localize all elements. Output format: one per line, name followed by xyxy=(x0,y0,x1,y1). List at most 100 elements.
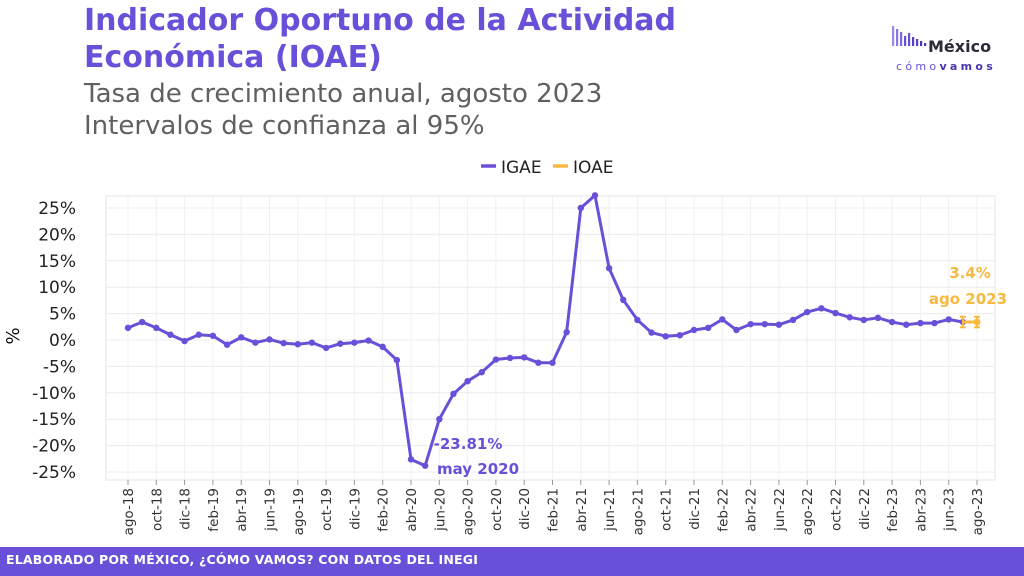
igae-data-point xyxy=(634,316,641,324)
x-tick-label: jun-21 xyxy=(602,488,618,532)
plot-area xyxy=(105,195,996,481)
series-group xyxy=(124,192,981,469)
y-tick-label: -15% xyxy=(32,410,76,430)
igae-data-point xyxy=(365,337,372,344)
igae-data-point xyxy=(733,326,740,334)
x-tick-label: abr-20 xyxy=(404,488,420,532)
igae-data-point xyxy=(266,336,273,343)
igae-series-line xyxy=(127,193,964,468)
y-tick-label: 10% xyxy=(38,278,76,298)
igae-data-point xyxy=(153,324,160,332)
x-tick-label: dic-18 xyxy=(178,488,194,530)
igae-data-point xyxy=(294,341,301,348)
chart-title-line2: Económica (IOAE) xyxy=(84,40,382,75)
igae-data-point xyxy=(337,340,344,347)
x-tick-label: ago-18 xyxy=(121,488,137,535)
y-tick-label: 20% xyxy=(38,225,76,245)
x-tick-label: oct-18 xyxy=(149,488,165,531)
igae-data-point xyxy=(351,339,358,346)
igae-data-point xyxy=(549,359,556,366)
igae-data-point xyxy=(181,337,188,345)
igae-data-point xyxy=(888,318,896,326)
igae-data-point xyxy=(704,324,712,332)
igae-data-point xyxy=(379,343,386,351)
x-tick-label: feb-22 xyxy=(715,488,731,532)
igae-data-point xyxy=(747,320,754,328)
igae-data-point xyxy=(464,377,471,385)
igae-data-point xyxy=(407,456,415,463)
igae-data-point xyxy=(195,331,202,338)
igae-data-point xyxy=(308,339,316,346)
footer-bar: ELABORADO POR MÉXICO, ¿CÓMO VAMOS? CON D… xyxy=(0,547,1024,576)
igae-data-point xyxy=(450,390,457,398)
igae-data-point xyxy=(280,339,287,347)
y-tick-label: -5% xyxy=(43,357,76,377)
igae-data-point xyxy=(917,319,924,327)
igae-data-point xyxy=(789,316,797,324)
igae-data-point xyxy=(945,316,952,323)
legend-igae-label: IGAE xyxy=(501,158,542,178)
igae-data-point xyxy=(436,416,443,423)
igae-data-point xyxy=(775,321,783,328)
x-tick-label: jun-20 xyxy=(432,488,448,532)
x-tick-label: dic-21 xyxy=(687,488,703,530)
igae-data-point xyxy=(903,321,910,328)
legend: IGAE IOAE xyxy=(481,158,613,178)
annotations: -23.81% may 2020 3.4% ago 2023 xyxy=(434,264,1007,478)
igae-data-point xyxy=(648,329,655,336)
x-tick-label: abr-22 xyxy=(744,488,760,532)
min-value-annotation: -23.81% xyxy=(434,435,503,453)
y-tick-label: -10% xyxy=(32,384,76,404)
x-tick-label: abr-19 xyxy=(234,488,250,532)
igae-data-point xyxy=(223,341,231,348)
logo-line2-light: cómo xyxy=(896,60,939,73)
x-tick-label: jun-19 xyxy=(263,488,279,532)
igae-data-point xyxy=(676,332,684,339)
x-tick-label: jun-22 xyxy=(772,488,788,532)
igae-data-point xyxy=(874,314,882,322)
x-tick-label: feb-21 xyxy=(546,488,562,532)
chart-title: Indicador Oportuno de la Actividad Econó… xyxy=(84,2,676,76)
x-tick-label: feb-20 xyxy=(376,488,392,532)
igae-data-point xyxy=(620,296,627,304)
igae-data-point xyxy=(577,204,584,212)
y-tick-label: -25% xyxy=(32,463,76,483)
igae-data-point xyxy=(832,309,839,317)
min-date-annotation: may 2020 xyxy=(437,460,519,478)
x-tick-label: ago-21 xyxy=(630,488,646,535)
igae-data-point xyxy=(124,324,132,332)
igae-data-point xyxy=(605,264,613,272)
logo-line2: cómovamos xyxy=(896,60,996,73)
gridlines xyxy=(105,195,996,481)
igae-data-point xyxy=(860,316,867,324)
last-value-annotation: 3.4% xyxy=(949,264,991,282)
x-tick-label: abr-21 xyxy=(574,488,590,532)
igae-data-point xyxy=(138,318,146,326)
x-tick-label: oct-19 xyxy=(319,488,335,531)
igae-data-point xyxy=(478,369,485,376)
igae-data-point xyxy=(931,319,938,327)
igae-data-point xyxy=(393,356,401,364)
y-axis: -25% -20% -15% -10% -5% 0% 5% 10% 15% 20% 25%% xyxy=(3,199,76,483)
x-tick-label: oct-22 xyxy=(829,488,845,531)
last-date-annotation: ago 2023 xyxy=(929,290,1007,308)
igae-data-point xyxy=(521,354,528,361)
igae-data-point xyxy=(719,316,726,323)
logo-line2-bold: vamos xyxy=(939,60,996,73)
igae-data-point xyxy=(252,339,259,346)
igae-data-point xyxy=(209,332,217,339)
x-tick-label: ago-22 xyxy=(800,488,816,535)
igae-data-point xyxy=(662,333,669,340)
chart-title-line1: Indicador Oportuno de la Actividad xyxy=(84,3,677,38)
igae-data-point xyxy=(167,331,174,338)
legend-ioae-label: IOAE xyxy=(573,158,613,178)
y-tick-label: 15% xyxy=(38,252,76,272)
y-tick-label: 25% xyxy=(38,199,76,219)
x-tick-label: feb-23 xyxy=(885,488,901,532)
mexico-como-vamos-logo: México cómovamos xyxy=(892,26,996,73)
igae-data-point xyxy=(506,354,514,362)
ioae-data-point xyxy=(973,318,981,326)
logo-bars-icon xyxy=(892,26,927,46)
y-tick-label: 5% xyxy=(49,305,76,325)
igae-data-point xyxy=(804,308,811,316)
